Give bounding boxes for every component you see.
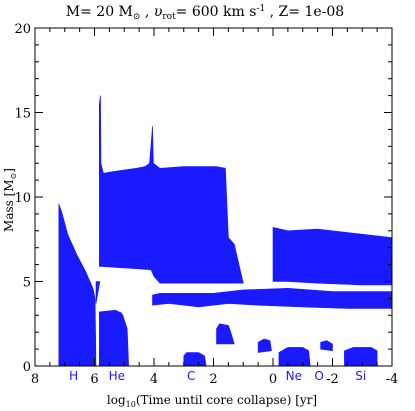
xlabel-prefix: log bbox=[107, 393, 126, 407]
burning-stage-label: Ne bbox=[286, 369, 302, 383]
convective-zone-1 bbox=[99, 309, 130, 367]
xlabel-suffix: (Time until core collapse) [yr] bbox=[136, 393, 317, 407]
y-tick-label: 10 bbox=[14, 191, 31, 206]
ylabel-suffix: ] bbox=[2, 168, 16, 173]
x-tick-label: 8 bbox=[31, 372, 39, 387]
convective-zone-7 bbox=[216, 323, 235, 345]
svg-text:Mass [M⊙]: Mass [M⊙] bbox=[2, 168, 18, 232]
chart-title: M= 20 M⊙ , υrot= 600 km s-1 , Z= 1e-08 bbox=[66, 4, 344, 22]
convective-zones bbox=[58, 95, 393, 367]
svg-text:log10(Time until core collapse: log10(Time until core collapse) [yr] bbox=[107, 393, 317, 409]
x-tick-label: 2 bbox=[209, 372, 217, 387]
convective-zone-4 bbox=[152, 287, 393, 309]
title-v-subscript: rot bbox=[162, 12, 176, 22]
x-tick-label: 0 bbox=[269, 372, 277, 387]
y-tick-label: 20 bbox=[14, 22, 31, 37]
svg-text:M= 20 M⊙ , υrot= 600 km s-1 ,: M= 20 M⊙ , υrot= 600 km s-1 , Z= 1e-08 bbox=[66, 4, 344, 22]
title-separator-1: , bbox=[140, 4, 153, 20]
title-velocity: = 600 km s bbox=[176, 4, 257, 20]
y-tick-label: 0 bbox=[23, 360, 31, 375]
convective-zone-10 bbox=[320, 340, 333, 352]
title-exponent: -1 bbox=[256, 4, 265, 14]
x-tick-label: 6 bbox=[90, 372, 98, 387]
x-tick-label: 4 bbox=[150, 372, 158, 387]
burning-stage-label: Si bbox=[355, 369, 366, 383]
burning-stage-labels: H He C Ne O Si bbox=[69, 369, 366, 383]
y-axis-label: Mass [M⊙] bbox=[2, 168, 18, 232]
burning-stage-label: O bbox=[314, 369, 323, 383]
title-prefix: M= 20 M bbox=[66, 4, 133, 20]
y-tick-label: 5 bbox=[23, 276, 31, 291]
convective-zone-3 bbox=[99, 95, 244, 284]
convective-zone-11 bbox=[344, 347, 378, 367]
x-tick-label: -4 bbox=[386, 372, 399, 387]
title-sun-symbol: ⊙ bbox=[133, 12, 141, 22]
convective-zone-2 bbox=[95, 281, 101, 304]
y-tick-label: 15 bbox=[14, 107, 31, 122]
burning-stage-label: He bbox=[109, 369, 125, 383]
ylabel-sun-symbol: ⊙ bbox=[9, 173, 18, 180]
convective-zone-8 bbox=[257, 338, 272, 353]
axis-ticks bbox=[34, 27, 393, 367]
convective-zone-6 bbox=[183, 352, 207, 367]
title-v-symbol: υ bbox=[154, 4, 163, 20]
convective-zone-5 bbox=[272, 227, 393, 286]
x-tick-labels: 8 6 4 2 0 -2 -4 bbox=[31, 372, 398, 387]
burning-stage-label: H bbox=[69, 369, 78, 383]
convective-zone-9 bbox=[278, 347, 311, 367]
x-axis-label: log10(Time until core collapse) [yr] bbox=[107, 393, 317, 409]
burning-stage-label: C bbox=[187, 369, 195, 383]
ylabel-prefix: Mass [M bbox=[2, 179, 16, 232]
x-tick-label: -2 bbox=[326, 372, 339, 387]
title-metallicity: , Z= 1e-08 bbox=[265, 4, 344, 20]
convective-zone-0 bbox=[58, 203, 97, 367]
y-tick-labels: 0 5 10 15 20 bbox=[14, 22, 31, 375]
xlabel-subscript: 10 bbox=[126, 400, 136, 409]
